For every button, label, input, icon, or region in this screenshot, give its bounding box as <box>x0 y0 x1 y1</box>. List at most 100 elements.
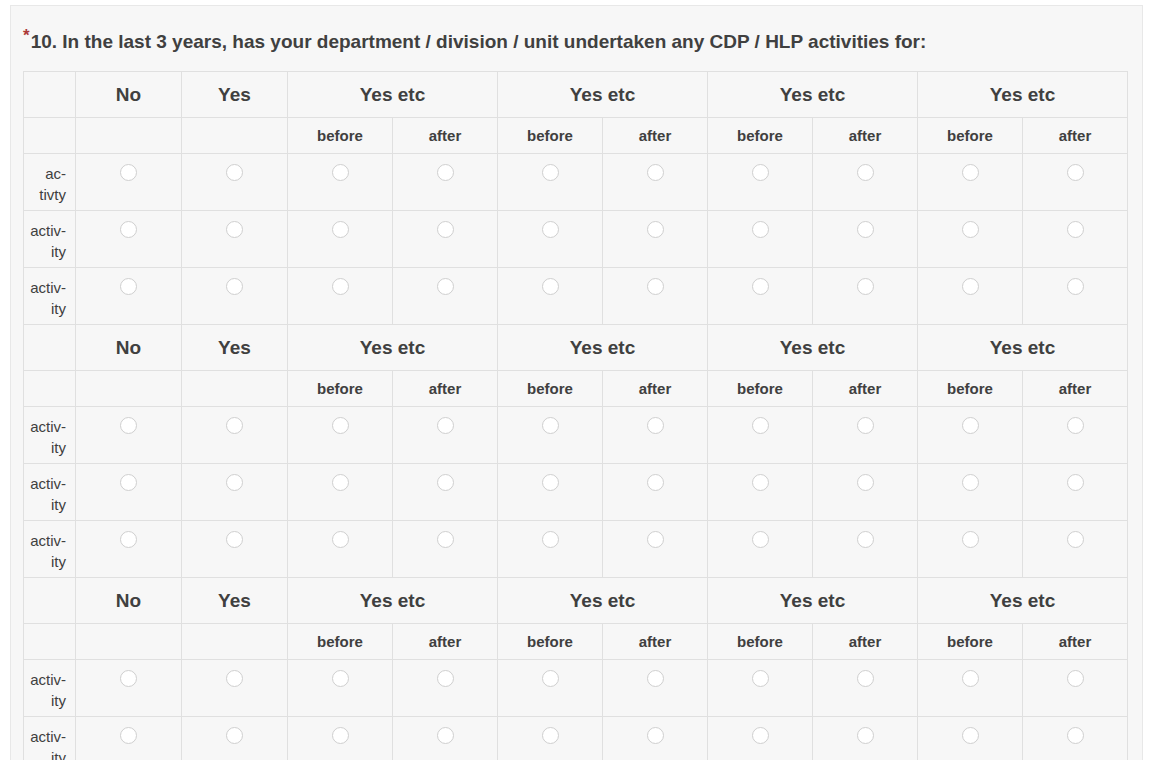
radio-button[interactable] <box>1067 531 1084 548</box>
radio-button[interactable] <box>332 278 349 295</box>
radio-button[interactable] <box>647 164 664 181</box>
radio-button[interactable] <box>226 727 243 744</box>
radio-button[interactable] <box>962 417 979 434</box>
radio-cell <box>813 717 918 760</box>
radio-button[interactable] <box>647 278 664 295</box>
radio-button[interactable] <box>857 727 874 744</box>
radio-button[interactable] <box>542 531 559 548</box>
radio-button[interactable] <box>1067 278 1084 295</box>
radio-button[interactable] <box>120 278 137 295</box>
radio-cell <box>918 154 1023 211</box>
radio-button[interactable] <box>1067 221 1084 238</box>
radio-button[interactable] <box>857 670 874 687</box>
radio-button[interactable] <box>1067 670 1084 687</box>
radio-button[interactable] <box>437 221 454 238</box>
radio-button[interactable] <box>226 531 243 548</box>
radio-button[interactable] <box>542 278 559 295</box>
radio-button[interactable] <box>437 278 454 295</box>
radio-cell <box>393 717 498 760</box>
radio-cell <box>288 464 393 521</box>
radio-button[interactable] <box>1067 727 1084 744</box>
radio-button[interactable] <box>752 417 769 434</box>
radio-button[interactable] <box>962 278 979 295</box>
radio-cell <box>918 268 1023 325</box>
radio-button[interactable] <box>542 474 559 491</box>
radio-button[interactable] <box>332 474 349 491</box>
matrix-subcolumn-header: before <box>918 371 1023 407</box>
radio-cell <box>76 407 182 464</box>
radio-button[interactable] <box>437 727 454 744</box>
radio-button[interactable] <box>120 164 137 181</box>
radio-button[interactable] <box>437 670 454 687</box>
radio-button[interactable] <box>647 417 664 434</box>
radio-button[interactable] <box>647 221 664 238</box>
radio-button[interactable] <box>752 474 769 491</box>
radio-button[interactable] <box>226 164 243 181</box>
matrix-subcolumn-header: before <box>498 118 603 154</box>
matrix-column-header: No <box>76 325 182 371</box>
radio-button[interactable] <box>647 727 664 744</box>
radio-button[interactable] <box>120 417 137 434</box>
radio-button[interactable] <box>752 670 769 687</box>
matrix-subheader-row: beforeafterbeforeafterbeforeafterbeforea… <box>24 118 1128 154</box>
radio-button[interactable] <box>226 278 243 295</box>
radio-button[interactable] <box>857 164 874 181</box>
radio-button[interactable] <box>857 417 874 434</box>
radio-cell <box>813 660 918 717</box>
radio-button[interactable] <box>647 474 664 491</box>
matrix-corner-cell <box>24 72 76 118</box>
matrix-column-header: Yes <box>182 325 288 371</box>
radio-button[interactable] <box>752 221 769 238</box>
radio-button[interactable] <box>120 221 137 238</box>
radio-button[interactable] <box>857 531 874 548</box>
radio-button[interactable] <box>857 221 874 238</box>
radio-button[interactable] <box>752 278 769 295</box>
radio-button[interactable] <box>962 531 979 548</box>
matrix-row-label: activ- ity <box>24 464 76 521</box>
matrix-subcolumn-header: after <box>1023 371 1128 407</box>
radio-cell <box>76 521 182 578</box>
radio-button[interactable] <box>437 531 454 548</box>
radio-button[interactable] <box>542 417 559 434</box>
radio-button[interactable] <box>647 670 664 687</box>
radio-button[interactable] <box>332 164 349 181</box>
radio-button[interactable] <box>332 727 349 744</box>
radio-button[interactable] <box>226 670 243 687</box>
radio-button[interactable] <box>962 221 979 238</box>
radio-button[interactable] <box>437 417 454 434</box>
question-title-text: 10. In the last 3 years, has your depart… <box>31 31 927 52</box>
radio-button[interactable] <box>332 417 349 434</box>
radio-button[interactable] <box>542 670 559 687</box>
radio-button[interactable] <box>752 164 769 181</box>
radio-button[interactable] <box>962 164 979 181</box>
radio-button[interactable] <box>226 474 243 491</box>
radio-button[interactable] <box>542 164 559 181</box>
radio-button[interactable] <box>542 727 559 744</box>
radio-button[interactable] <box>1067 474 1084 491</box>
radio-button[interactable] <box>226 221 243 238</box>
radio-button[interactable] <box>120 670 137 687</box>
radio-button[interactable] <box>752 727 769 744</box>
radio-button[interactable] <box>857 474 874 491</box>
radio-button[interactable] <box>962 474 979 491</box>
radio-button[interactable] <box>120 474 137 491</box>
radio-cell <box>603 717 708 760</box>
radio-button[interactable] <box>437 164 454 181</box>
radio-button[interactable] <box>752 531 769 548</box>
radio-button[interactable] <box>437 474 454 491</box>
radio-button[interactable] <box>332 670 349 687</box>
matrix-subcolumn-header: after <box>813 371 918 407</box>
radio-button[interactable] <box>120 531 137 548</box>
radio-cell <box>708 211 813 268</box>
radio-button[interactable] <box>962 727 979 744</box>
radio-button[interactable] <box>647 531 664 548</box>
radio-button[interactable] <box>857 278 874 295</box>
radio-button[interactable] <box>120 727 137 744</box>
radio-button[interactable] <box>226 417 243 434</box>
radio-button[interactable] <box>542 221 559 238</box>
radio-button[interactable] <box>1067 417 1084 434</box>
radio-button[interactable] <box>332 221 349 238</box>
radio-button[interactable] <box>1067 164 1084 181</box>
radio-button[interactable] <box>332 531 349 548</box>
radio-button[interactable] <box>962 670 979 687</box>
